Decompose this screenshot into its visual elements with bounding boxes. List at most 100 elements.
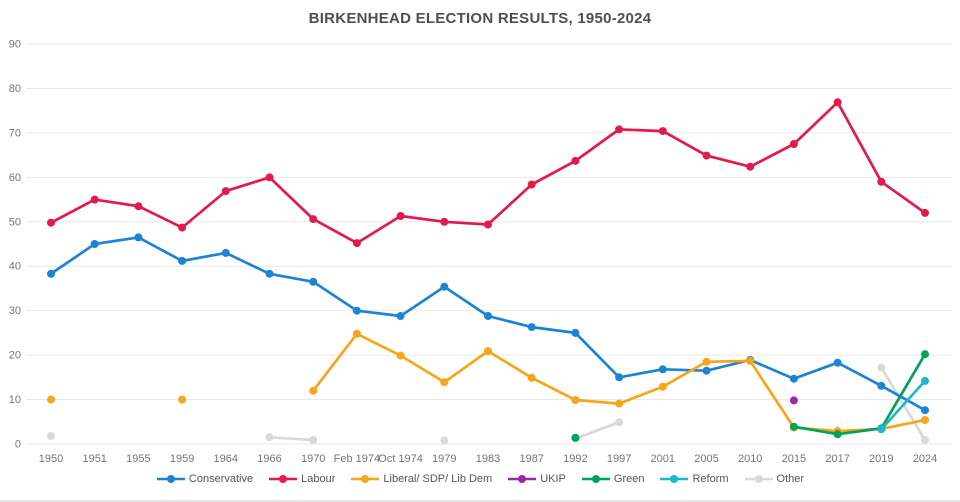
- point-labour-2005: [702, 151, 711, 160]
- point-liberal-sdp-lib-dem-1979: [440, 378, 449, 387]
- y-tick-label: 30: [9, 305, 21, 317]
- y-tick-label: 20: [9, 350, 21, 362]
- series-labour: [47, 98, 929, 248]
- point-liberal-sdp-lib-dem-2010: [746, 356, 755, 365]
- point-conservative-1966: [265, 269, 274, 278]
- point-liberal-sdp-lib-dem-2005: [702, 357, 711, 366]
- point-other-1950: [47, 432, 55, 440]
- legend-label: UKIP: [540, 473, 566, 485]
- legend-item-other[interactable]: Other: [744, 473, 805, 485]
- legend-label: Labour: [301, 473, 336, 485]
- point-other-2024: [921, 436, 929, 444]
- point-labour-1970: [309, 215, 318, 224]
- x-tick-label: 1964: [214, 453, 238, 465]
- point-labour-1979: [440, 217, 449, 226]
- point-green-2024: [921, 350, 929, 359]
- x-tick-label: 2015: [782, 453, 806, 465]
- point-conservative-2015: [789, 374, 798, 383]
- point-conservative-1959: [178, 256, 187, 265]
- point-labour-1951: [90, 195, 99, 204]
- point-conservative-1950: [47, 269, 55, 278]
- x-tick-label: 1959: [170, 453, 194, 465]
- legend-item-green[interactable]: Green: [581, 473, 645, 485]
- point-conservative-1964: [221, 248, 230, 257]
- point-other-2019: [877, 363, 886, 372]
- x-tick-label: 2024: [913, 453, 937, 465]
- point-conservative-1970: [309, 277, 318, 286]
- legend-label: Reform: [692, 473, 729, 485]
- x-tick-label: 1983: [476, 453, 500, 465]
- point-labour-2010: [746, 162, 755, 171]
- y-tick-label: 0: [15, 439, 21, 451]
- legend-label: Liberal/ SDP/ Lib Dem: [383, 473, 493, 485]
- point-conservative-2001: [658, 365, 667, 374]
- point-labour-feb-1974: [352, 239, 361, 248]
- point-liberal-sdp-lib-dem-2001: [658, 382, 667, 391]
- x-tick-label: 2001: [651, 453, 675, 465]
- point-conservative-1979: [440, 282, 449, 291]
- point-conservative-1983: [484, 312, 492, 320]
- point-conservative-2019: [877, 381, 886, 390]
- y-tick-label: 40: [9, 261, 21, 273]
- conservative-line-swatch-icon: [156, 475, 185, 483]
- labour-line-swatch-icon: [269, 475, 298, 483]
- point-labour-1966: [265, 173, 274, 182]
- legend-label: Green: [613, 473, 645, 485]
- x-tick-label: 1955: [126, 453, 150, 465]
- point-conservative-2005: [702, 366, 711, 375]
- point-labour-oct-1974: [396, 212, 405, 220]
- point-conservative-1992: [571, 328, 580, 337]
- point-liberal-sdp-lib-dem-1992: [571, 396, 580, 404]
- point-conservative-2024: [921, 406, 929, 415]
- liberal-line-swatch-icon: [351, 475, 380, 483]
- x-tick-label: 2017: [825, 453, 849, 465]
- x-tick-label: 1992: [563, 453, 587, 465]
- point-conservative-2017: [833, 358, 842, 367]
- point-conservative-1955: [134, 233, 143, 242]
- reform-line-swatch-icon: [660, 475, 689, 483]
- x-tick-label: 1950: [39, 453, 63, 465]
- point-labour-1964: [221, 187, 230, 196]
- x-tick-label: 1997: [607, 453, 631, 465]
- legend-item-conservative[interactable]: Conservative: [156, 473, 253, 485]
- point-labour-1955: [134, 202, 143, 211]
- point-labour-1959: [178, 223, 187, 232]
- point-liberal-sdp-lib-dem-1997: [615, 399, 624, 408]
- point-liberal-sdp-lib-dem-1959: [178, 395, 187, 404]
- legend-item-ukip[interactable]: UKIP: [507, 473, 566, 485]
- y-tick-label: 70: [9, 127, 21, 139]
- gridlines: [26, 43, 952, 445]
- x-axis-tick-labels: 1950 1951 1955 1959 1964 1966 1970 Feb 1974Oct …: [39, 453, 937, 465]
- point-conservative-1951: [90, 240, 99, 248]
- point-labour-1992: [571, 156, 580, 165]
- legend-item-reform[interactable]: Reform: [659, 473, 729, 485]
- ukip-line-swatch-icon: [508, 475, 537, 483]
- point-reform-2019: [877, 425, 886, 434]
- chart-legend: Conservative Labour Liberal/ SDP/ Lib De…: [0, 473, 960, 485]
- legend-label: Other: [776, 473, 805, 485]
- point-conservative-1987: [527, 323, 536, 332]
- series-reform: [877, 376, 929, 434]
- point-labour-1983: [484, 220, 492, 229]
- y-tick-label: 60: [9, 172, 21, 184]
- y-axis-tick-labels: 0 10 20 30 40 50 60 70 80 90: [9, 39, 21, 451]
- point-green-1992: [571, 433, 580, 442]
- series-other: [47, 363, 929, 445]
- point-liberal-sdp-lib-dem-oct-1974: [396, 351, 405, 360]
- x-tick-label: 2005: [694, 453, 718, 465]
- point-labour-1950: [47, 218, 55, 227]
- legend-item-liberal[interactable]: Liberal/ SDP/ Lib Dem: [350, 473, 492, 485]
- point-labour-2015: [789, 140, 798, 148]
- x-tick-label: 1987: [519, 453, 543, 465]
- series-liberal-sdp-lib-dem: [47, 329, 929, 436]
- x-tick-label: 2010: [738, 453, 762, 465]
- point-liberal-sdp-lib-dem-feb-1974: [352, 329, 361, 338]
- x-tick-label: 1970: [301, 453, 325, 465]
- legend-item-labour[interactable]: Labour: [268, 473, 335, 485]
- x-tick-label: Oct 1974: [378, 453, 423, 465]
- point-other-1979: [440, 436, 449, 445]
- point-labour-2024: [921, 208, 929, 217]
- point-reform-2024: [921, 376, 929, 385]
